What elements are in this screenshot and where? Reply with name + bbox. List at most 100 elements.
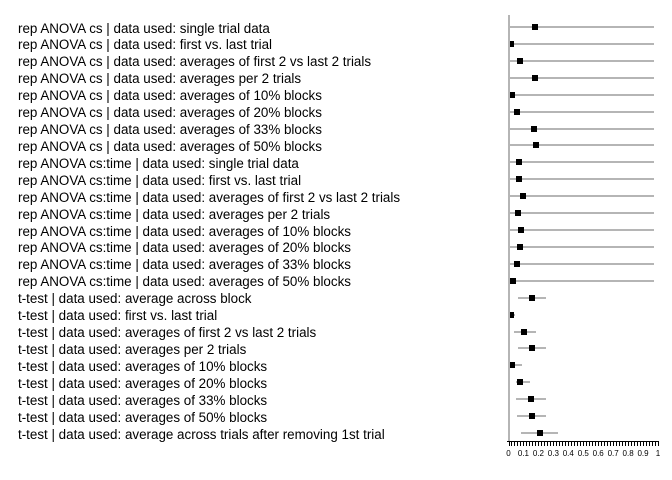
data-point-marker <box>513 260 520 267</box>
x-axis-minor-tick <box>649 442 651 446</box>
x-axis-minor-tick <box>571 442 573 446</box>
x-axis-minor-tick <box>586 442 588 446</box>
x-axis-minor-tick <box>613 442 615 446</box>
x-axis-minor-tick <box>634 442 636 446</box>
x-axis-minor-tick <box>646 442 648 446</box>
error-bar <box>508 212 654 215</box>
row-label: rep ANOVA cs | data used: averages of 10… <box>18 88 322 104</box>
data-point-marker <box>517 227 524 234</box>
x-axis-tick-label: 0.1 <box>517 449 529 458</box>
x-axis-minor-tick <box>616 442 618 446</box>
x-axis-minor-tick <box>517 442 519 446</box>
x-axis-minor-tick <box>568 442 570 446</box>
row-label: rep ANOVA cs:time | data used: averages … <box>18 240 351 256</box>
error-bar <box>508 110 654 113</box>
data-point-marker <box>516 57 523 64</box>
x-axis-minor-tick <box>532 442 534 446</box>
row-label: rep ANOVA cs:time | data used: averages … <box>18 206 331 222</box>
x-axis-minor-tick <box>565 442 567 446</box>
data-point-marker <box>515 210 522 217</box>
data-point-marker <box>507 311 514 318</box>
data-point-marker <box>515 159 522 166</box>
data-point-marker <box>532 24 539 30</box>
x-axis-minor-tick <box>652 442 654 446</box>
x-axis-minor-tick <box>562 442 564 446</box>
x-axis-minor-tick <box>508 442 510 446</box>
row-label: rep ANOVA cs:time | data used: first vs.… <box>18 172 302 188</box>
row-label: rep ANOVA cs:time | data used: averages … <box>18 223 351 239</box>
error-bar <box>508 245 654 248</box>
row-label: t-test | data used: average across trial… <box>18 426 385 442</box>
x-axis-minor-tick <box>658 442 659 446</box>
x-axis-minor-tick <box>556 442 558 446</box>
row-label: t-test | data used: averages of 10% bloc… <box>18 358 268 374</box>
error-bar <box>508 178 654 181</box>
x-axis-minor-tick <box>574 442 576 446</box>
x-axis-minor-tick <box>514 442 516 446</box>
x-axis-tick-label: 0.8 <box>622 449 634 458</box>
x-axis-minor-tick <box>592 442 594 446</box>
row-label: t-test | data used: averages of 20% bloc… <box>18 375 268 391</box>
x-axis-minor-tick <box>553 442 555 446</box>
x-axis-tick-label: 1 <box>655 449 661 458</box>
x-axis-minor-tick <box>601 442 603 446</box>
row-label: t-test | data used: averages of 50% bloc… <box>18 409 268 425</box>
x-axis-minor-tick <box>535 442 537 446</box>
data-point-marker <box>530 125 537 132</box>
x-axis-minor-tick <box>541 442 543 446</box>
data-point-marker <box>537 430 544 437</box>
data-point-marker <box>509 362 516 369</box>
x-axis-minor-tick <box>529 442 531 446</box>
row-label: t-test | data used: averages per 2 trial… <box>18 341 247 357</box>
x-axis-tick-label: 0.7 <box>607 449 619 458</box>
x-axis-minor-tick <box>550 442 552 446</box>
row-label: t-test | data used: averages of 33% bloc… <box>18 392 268 408</box>
error-bar <box>508 59 654 62</box>
x-axis-tick-label: 0.5 <box>577 449 589 458</box>
row-label: rep ANOVA cs | data used: averages of 20… <box>18 105 322 121</box>
data-point-marker <box>528 413 535 420</box>
x-axis-tick-label: 0.3 <box>547 449 559 458</box>
x-axis-minor-tick <box>598 442 600 446</box>
x-axis-minor-tick <box>580 442 582 446</box>
data-point-marker <box>528 294 535 301</box>
error-bar <box>508 229 654 232</box>
x-axis-minor-tick <box>625 442 627 446</box>
row-label: rep ANOVA cs:time | data used: averages … <box>18 257 351 273</box>
row-label: t-test | data used: first vs. last trial <box>18 308 218 324</box>
row-label: t-test | data used: averages of first 2 … <box>18 325 317 341</box>
y-axis-line <box>508 15 510 442</box>
data-point-marker <box>528 396 535 403</box>
row-label: rep ANOVA cs | data used: first vs. last… <box>18 37 273 53</box>
x-axis-minor-tick <box>604 442 606 446</box>
x-axis-minor-tick <box>619 442 621 446</box>
error-bar <box>508 93 654 96</box>
x-axis-minor-tick <box>610 442 612 446</box>
error-bar <box>508 42 654 45</box>
error-bar <box>508 262 654 265</box>
x-axis-minor-tick <box>523 442 525 446</box>
x-axis-minor-tick <box>595 442 597 446</box>
x-axis-minor-tick <box>511 442 513 446</box>
row-label: rep ANOVA cs | data used: averages of fi… <box>18 54 372 70</box>
x-axis-minor-tick <box>544 442 546 446</box>
data-point-marker <box>507 40 514 47</box>
data-point-marker <box>528 345 535 352</box>
x-axis-minor-tick <box>622 442 624 446</box>
error-bar <box>508 127 654 130</box>
data-point-marker <box>515 176 522 183</box>
data-point-marker <box>517 243 524 250</box>
x-axis-minor-tick <box>655 442 656 446</box>
row-label: rep ANOVA cs:time | data used: averages … <box>18 189 401 205</box>
row-label: rep ANOVA cs | data used: averages of 50… <box>18 138 322 154</box>
x-axis-minor-tick <box>520 442 522 446</box>
x-axis-minor-tick <box>547 442 549 446</box>
data-point-marker <box>519 193 526 200</box>
data-point-marker <box>514 108 521 115</box>
row-label: t-test | data used: average across block <box>18 291 252 307</box>
row-label: rep ANOVA cs:time | data used: averages … <box>18 274 351 290</box>
row-label: rep ANOVA cs | data used: single trial d… <box>18 20 270 36</box>
x-axis-tick-label: 0.2 <box>532 449 544 458</box>
row-label: rep ANOVA cs | data used: averages per 2… <box>18 71 302 87</box>
x-axis-minor-tick <box>526 442 528 446</box>
